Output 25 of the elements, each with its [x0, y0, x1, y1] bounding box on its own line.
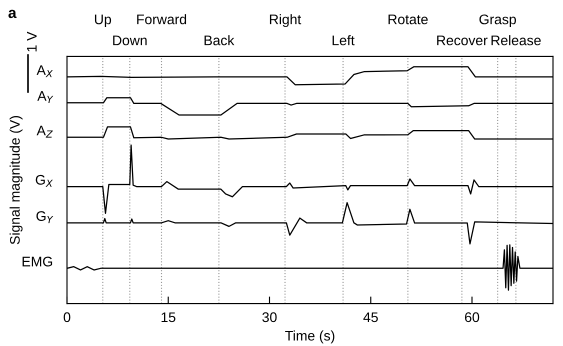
series-label: G$_{Y}$: [36, 211, 54, 224]
text: 1 V: [27, 32, 37, 52]
x-tick-label: 0: [64, 312, 70, 322]
x-tick-label: 30: [262, 312, 277, 322]
ref-line-label: Recover: [437, 36, 488, 46]
x-tick-label: 15: [162, 312, 176, 322]
ref-line-label: Grasp: [479, 14, 516, 28]
ref-line-label: Rotate: [388, 14, 428, 24]
ref-line-label: Release: [492, 35, 541, 46]
x-tick-label: 45: [363, 312, 378, 322]
ref-line-label: Forward: [137, 14, 186, 24]
text: a: [8, 10, 17, 18]
ref-line-label: Up: [94, 14, 112, 28]
ref-line-label: Left: [332, 35, 355, 46]
series-label: A$_{Z}$: [36, 126, 53, 138]
ref-line-label: Back: [204, 35, 234, 46]
series-label: G$_{X}$: [36, 174, 53, 187]
x-tick-label: 60: [464, 312, 480, 322]
ref-line-label: Down: [113, 36, 147, 46]
x-axis-title: Time (s): [285, 330, 334, 344]
ref-line-label: Right: [270, 14, 302, 28]
series-label: A$_{Y}$: [37, 91, 54, 103]
series-label: A$_{X}$: [36, 65, 53, 78]
y-axis-title: Signal magnitude (V): [10, 116, 23, 244]
series-label: EMG: [22, 256, 52, 266]
